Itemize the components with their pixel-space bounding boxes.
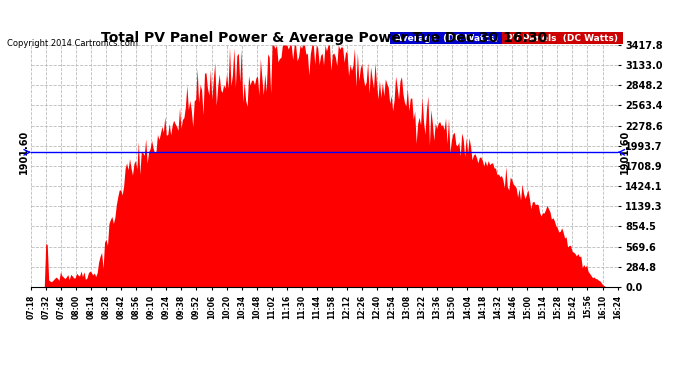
Title: Total PV Panel Power & Average Power Tue Dec 30 16:30: Total PV Panel Power & Average Power Tue… — [101, 31, 547, 45]
Text: Average  (DC Watts): Average (DC Watts) — [392, 34, 501, 43]
Text: 1901.60: 1901.60 — [620, 130, 630, 174]
Text: Copyright 2014 Cartronics.com: Copyright 2014 Cartronics.com — [7, 39, 138, 48]
Text: PV Panels  (DC Watts): PV Panels (DC Watts) — [503, 34, 621, 43]
Text: 1901.60: 1901.60 — [19, 130, 28, 174]
